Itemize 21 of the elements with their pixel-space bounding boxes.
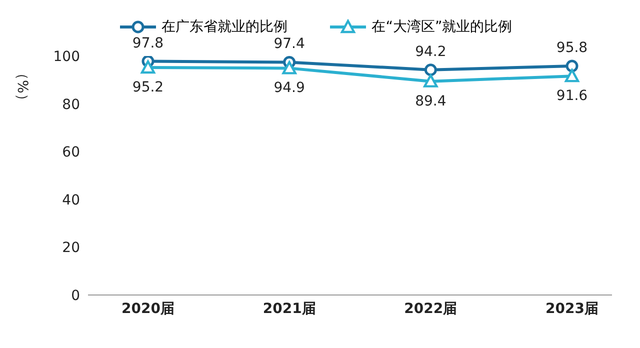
y-tick-label: 100 bbox=[53, 48, 80, 65]
data-label: 91.6 bbox=[556, 88, 588, 104]
legend-label: 在广东省就业的比例 bbox=[162, 18, 288, 36]
y-tick-label: 20 bbox=[62, 240, 80, 256]
y-tick-label: 0 bbox=[71, 288, 80, 304]
data-label: 97.4 bbox=[274, 36, 306, 52]
x-tick-label: 2021届 bbox=[262, 300, 316, 317]
x-tick-label: 2023届 bbox=[546, 300, 598, 317]
data-label: 95.2 bbox=[132, 79, 164, 96]
x-tick-label: 2022届 bbox=[404, 300, 458, 317]
data-label: 89.4 bbox=[415, 93, 446, 110]
x-tick-label: 2020届 bbox=[122, 300, 174, 317]
data-label: 95.8 bbox=[556, 40, 588, 56]
data-label: 97.8 bbox=[132, 35, 164, 52]
legend-label: 在“大湾区”就业的比例 bbox=[372, 18, 512, 36]
y-tick-label: 80 bbox=[62, 96, 80, 113]
y-tick-label: 60 bbox=[62, 144, 80, 161]
data-label: 94.9 bbox=[274, 80, 305, 96]
y-axis-title: （%） bbox=[14, 66, 30, 108]
data-label: 94.2 bbox=[415, 44, 446, 60]
y-tick-label: 40 bbox=[62, 192, 80, 208]
